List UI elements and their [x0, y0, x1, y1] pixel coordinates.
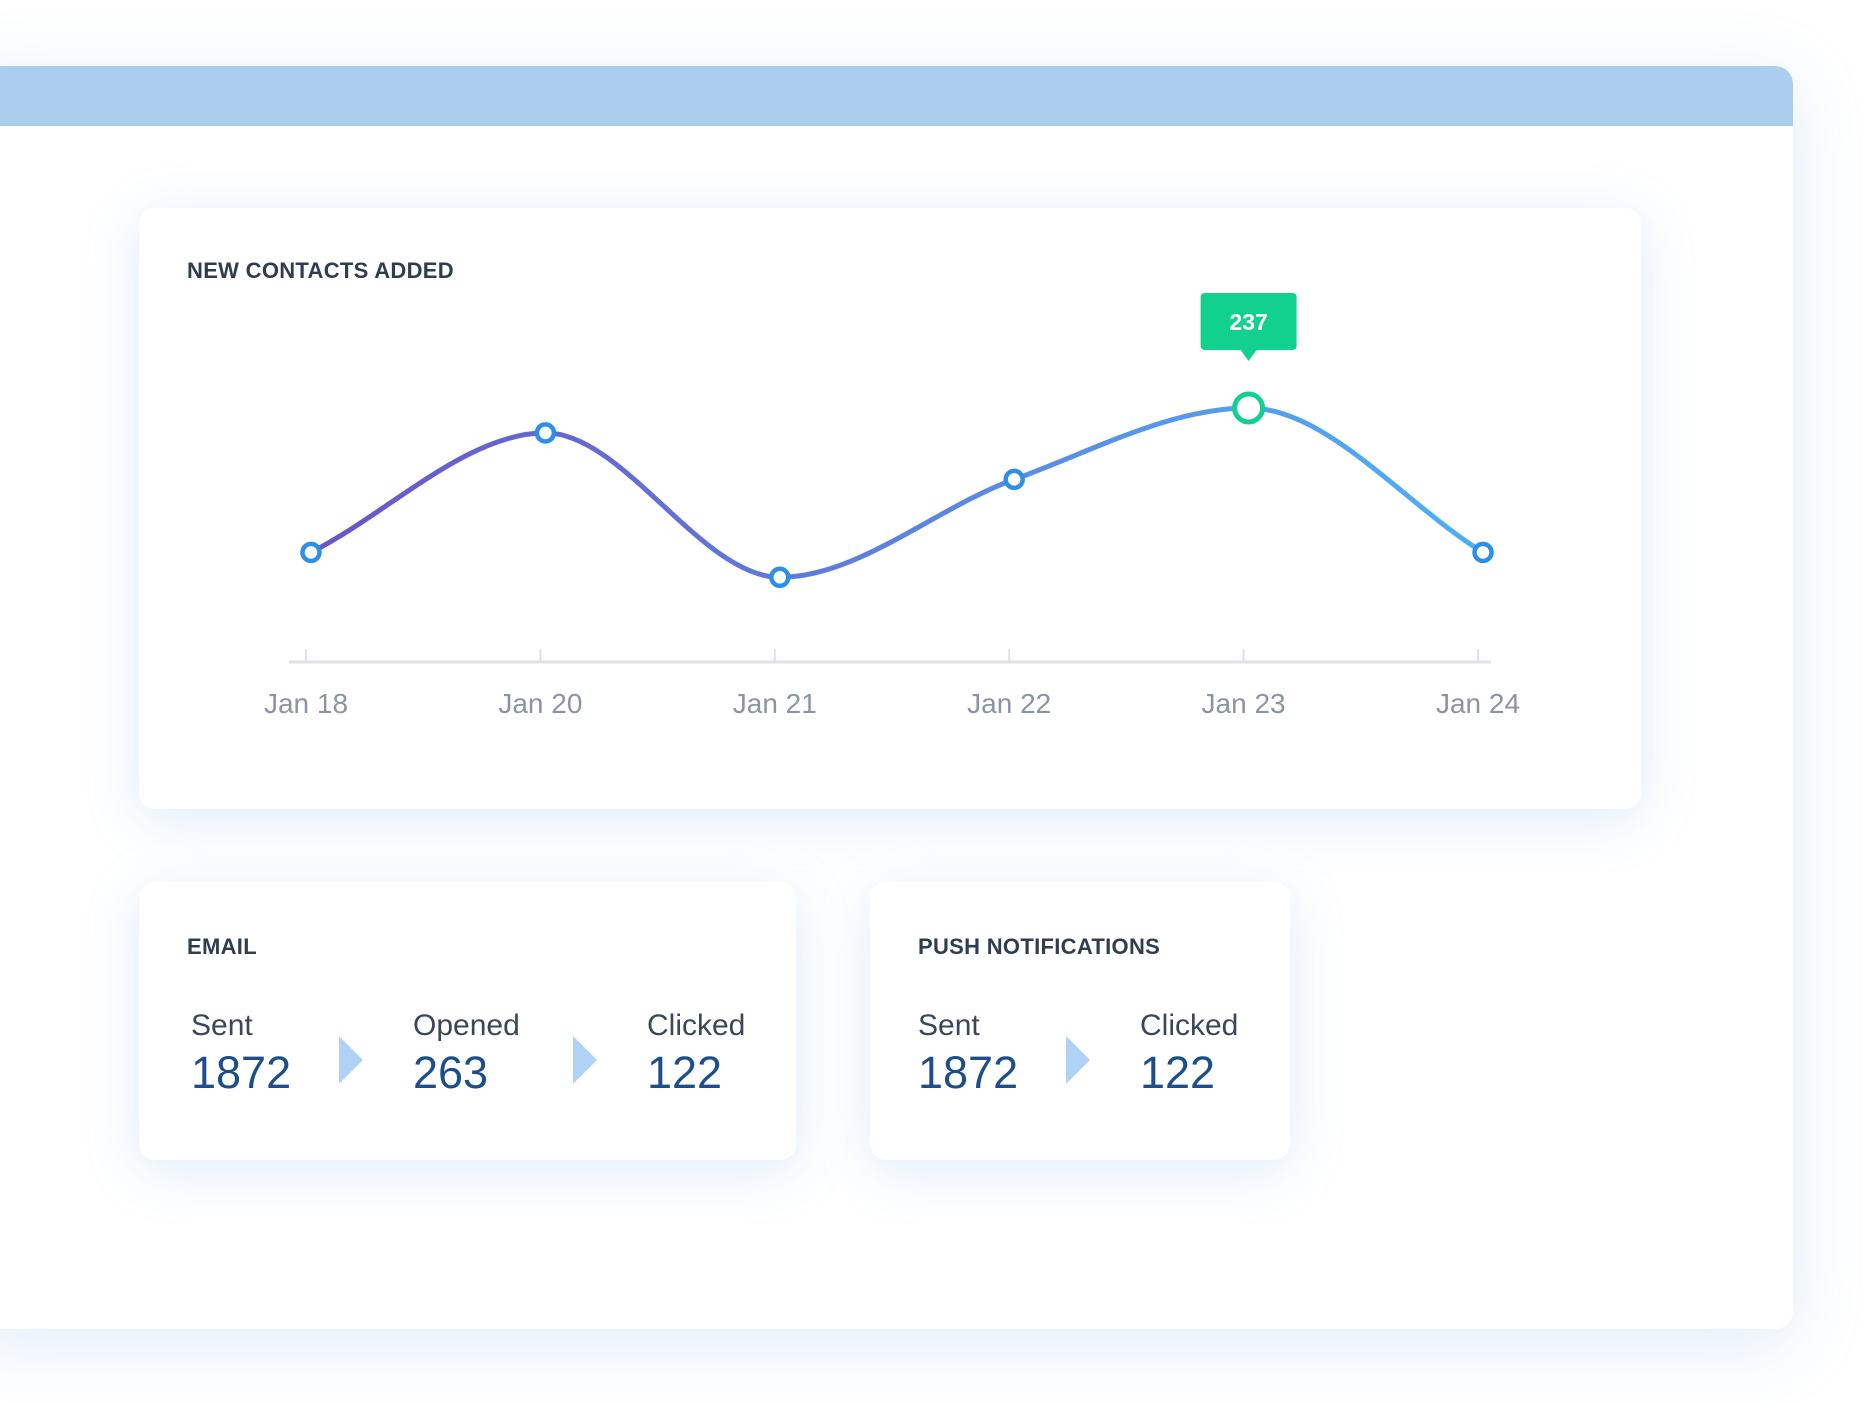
value-tooltip: 237: [1200, 293, 1297, 361]
window-title-bar: [0, 66, 1793, 126]
push-notifications-card: PUSH NOTIFICATIONS Sent 1872 Clicked 122: [870, 882, 1290, 1160]
data-point[interactable]: [534, 422, 557, 444]
push-clicked-label: Clicked: [1140, 1009, 1239, 1042]
funnel-arrow-icon: [339, 1036, 363, 1084]
push-sent-value: 1872: [918, 1047, 1019, 1098]
email-sent-stat: Sent 1872: [191, 1009, 291, 1099]
tooltip-box: [1200, 293, 1297, 350]
push-sent-stat: Sent 1872: [918, 1009, 1018, 1099]
email-opened-value: 263: [413, 1047, 489, 1098]
x-tick-label: Jan 20: [498, 688, 582, 719]
data-point[interactable]: [769, 566, 791, 589]
data-point[interactable]: [1472, 541, 1494, 564]
funnel-arrow-icon: [1066, 1036, 1090, 1084]
push-sent-label: Sent: [918, 1009, 980, 1042]
new-contacts-chart: Jan 18 Jan 20 Jan 21 Jan 22 Jan 23 Jan 24 237: [264, 293, 1520, 719]
new-contacts-title: NEW CONTACTS ADDED: [187, 258, 454, 283]
x-tick-label: Jan 24: [1436, 688, 1520, 719]
email-clicked-stat: Clicked 122: [647, 1009, 745, 1099]
email-opened-label: Opened: [413, 1009, 520, 1042]
tooltip-pointer: [1240, 350, 1257, 361]
x-tick-label: Jan 21: [733, 688, 817, 719]
x-tick-label: Jan 23: [1202, 688, 1286, 719]
new-contacts-card: NEW CONTACTS ADDED Jan 18 Jan 20 Jan 21 Jan…: [139, 208, 1641, 809]
email-clicked-value: 122: [647, 1047, 723, 1098]
email-title: EMAIL: [187, 934, 257, 959]
push-notifications-title: PUSH NOTIFICATIONS: [918, 934, 1161, 959]
highlighted-data-point[interactable]: [1232, 391, 1266, 425]
email-sent-label: Sent: [191, 1009, 253, 1042]
email-opened-stat: Opened 263: [413, 1009, 520, 1099]
funnel-arrow-icon: [573, 1036, 597, 1084]
x-tick-label: Jan 18: [264, 688, 348, 719]
push-clicked-value: 122: [1140, 1047, 1216, 1098]
push-clicked-stat: Clicked 122: [1140, 1009, 1238, 1099]
tooltip-value: 237: [1229, 309, 1267, 335]
series-line: [308, 405, 1486, 580]
x-tick-label: Jan 22: [967, 688, 1051, 719]
data-point[interactable]: [1003, 468, 1025, 491]
email-sent-value: 1872: [191, 1047, 292, 1098]
email-card: EMAIL Sent 1872 Opened 263 Clicked 122: [139, 882, 796, 1160]
email-clicked-label: Clicked: [647, 1009, 746, 1042]
data-point[interactable]: [300, 541, 322, 564]
